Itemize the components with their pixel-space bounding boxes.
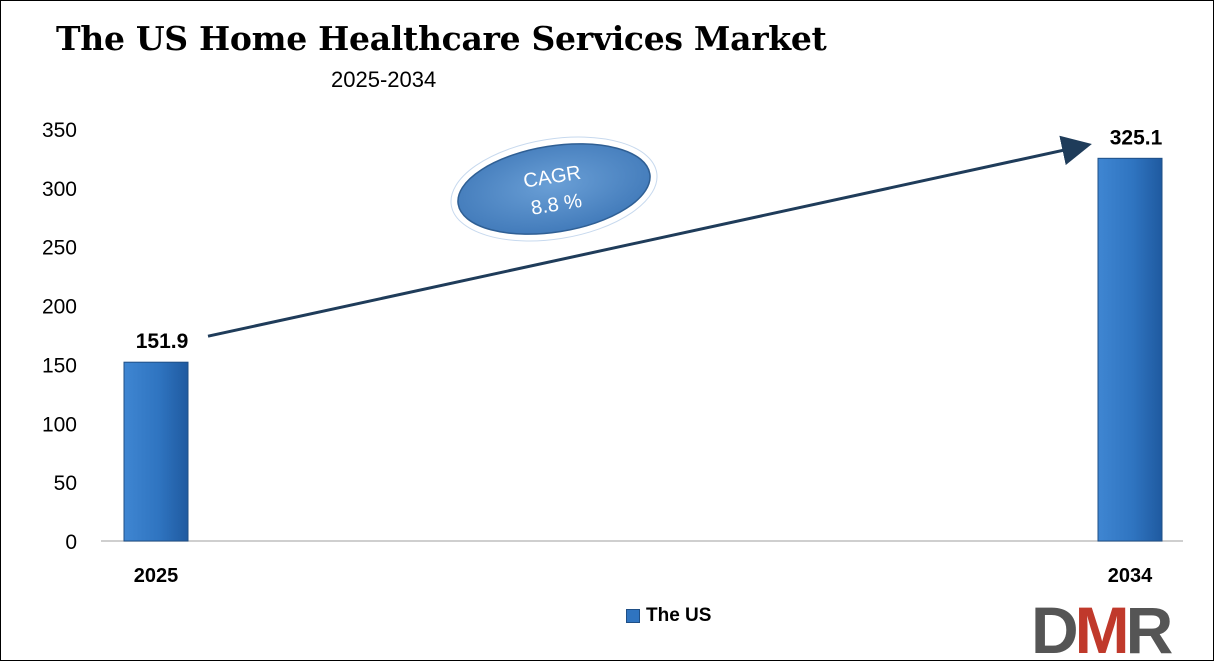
y-tick-label: 0 bbox=[65, 531, 77, 554]
plot-area: 0 50 100 150 200 250 300 350 151.9 2025 325.1 2034… bbox=[42, 119, 1183, 587]
x-tick-label: 2025 bbox=[134, 565, 179, 587]
y-tick-label: 250 bbox=[42, 237, 77, 260]
chart-title: The US Home Healthcare Services Market bbox=[56, 19, 827, 58]
logo-text: DMR bbox=[1031, 599, 1173, 657]
y-tick-label: 100 bbox=[42, 413, 77, 436]
x-tick-label: 2034 bbox=[1108, 565, 1153, 587]
data-label: 325.1 bbox=[1110, 126, 1163, 149]
logo-letter-m: M bbox=[1075, 599, 1126, 657]
y-tick-label: 150 bbox=[42, 354, 77, 377]
bar-2034 bbox=[1097, 157, 1163, 542]
legend: The US bbox=[626, 605, 711, 627]
dmr-logo: DMR bbox=[1031, 599, 1177, 657]
y-tick-label: 300 bbox=[42, 178, 77, 201]
cagr-ellipse bbox=[457, 143, 651, 235]
y-tick-label: 200 bbox=[42, 296, 77, 319]
logo-letter-r: R bbox=[1126, 599, 1173, 657]
cagr-arrow bbox=[207, 135, 1092, 338]
y-tick-label: 50 bbox=[54, 472, 77, 495]
y-tick-label: 350 bbox=[42, 119, 77, 142]
logo-letter-d: D bbox=[1031, 599, 1076, 657]
data-label: 151.9 bbox=[136, 330, 189, 353]
legend-label: The US bbox=[646, 605, 712, 626]
chart-subtitle: 2025-2034 bbox=[331, 67, 437, 92]
bar-2025 bbox=[123, 361, 189, 542]
legend-swatch bbox=[626, 609, 640, 623]
